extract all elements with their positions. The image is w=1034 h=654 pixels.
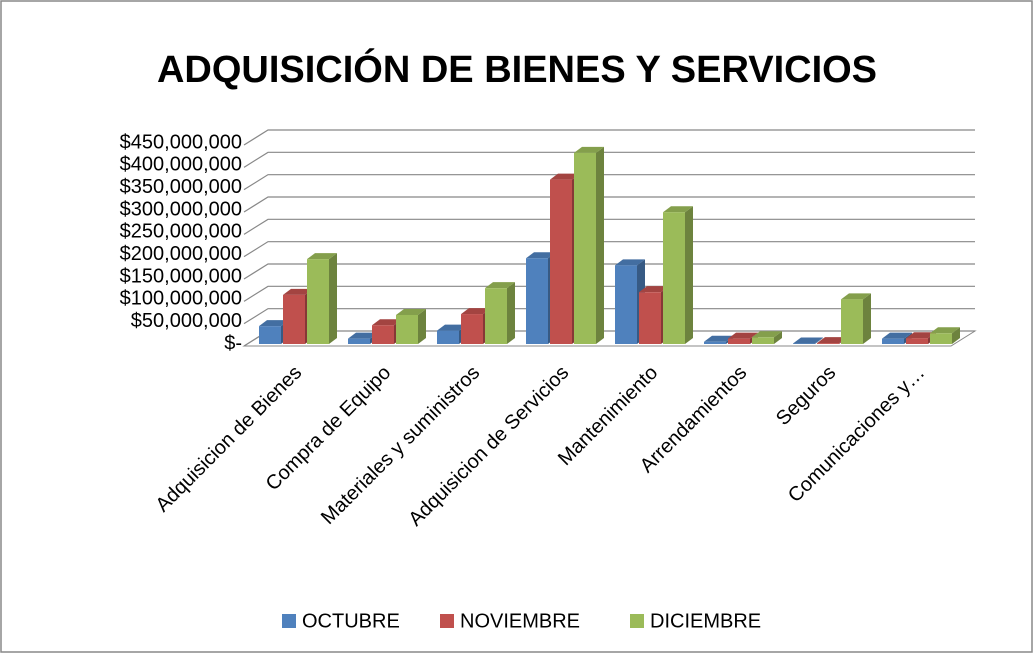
bar-side — [596, 146, 604, 344]
bar-front — [930, 333, 952, 344]
bar-front — [574, 152, 596, 344]
bar-front — [817, 343, 839, 344]
grid-line — [243, 263, 975, 280]
bar-top — [817, 337, 847, 344]
y-tick-label: $250,000,000 — [120, 221, 242, 243]
bar — [396, 308, 426, 344]
bar-front — [437, 330, 459, 344]
bar-top — [728, 332, 758, 339]
bar-top — [906, 332, 936, 339]
bar — [485, 282, 515, 344]
bar — [574, 146, 604, 344]
bar-front — [550, 179, 572, 344]
grid-line — [243, 174, 975, 191]
bar-top — [550, 173, 580, 180]
y-tick-label: $- — [224, 332, 242, 354]
legend-swatch — [440, 614, 454, 628]
bar-front — [882, 338, 904, 344]
legend-label: OCTUBRE — [302, 610, 400, 632]
bar-top — [372, 319, 402, 326]
bar-top — [841, 293, 871, 300]
bar-front — [752, 337, 774, 344]
bar-top — [485, 282, 515, 289]
y-tick-label: $350,000,000 — [120, 176, 242, 198]
bar — [663, 206, 693, 344]
bar — [752, 331, 782, 344]
bar-top — [461, 308, 491, 315]
y-tick-label: $200,000,000 — [120, 243, 242, 265]
grid-line — [243, 196, 975, 213]
bar-top — [704, 335, 734, 342]
bar-top — [437, 324, 467, 331]
bar-front — [728, 338, 750, 344]
y-tick-label: $100,000,000 — [120, 288, 242, 310]
bar-side — [952, 327, 960, 344]
bar-front — [348, 338, 370, 344]
bar-top — [283, 288, 313, 295]
bar-front — [259, 326, 281, 344]
bar-top — [793, 337, 823, 344]
bar-side — [329, 253, 337, 344]
bar-top — [882, 332, 912, 339]
bar-front — [704, 341, 726, 344]
y-tick-label: $300,000,000 — [120, 198, 242, 220]
bar-top — [259, 320, 289, 327]
bar-top — [930, 327, 960, 334]
bar — [841, 293, 871, 344]
y-tick-label: $450,000,000 — [120, 131, 242, 153]
bar-front — [485, 288, 507, 344]
bar-top — [307, 253, 337, 260]
bar-front — [906, 338, 928, 344]
bar-front — [396, 314, 418, 344]
bar-top — [348, 332, 378, 339]
y-tick-label: $150,000,000 — [120, 265, 242, 287]
bar-top — [396, 308, 426, 315]
bar-front — [307, 259, 329, 344]
y-tick-label: $400,000,000 — [120, 154, 242, 176]
bar — [930, 327, 960, 344]
bar — [793, 337, 823, 344]
legend-swatch — [630, 614, 644, 628]
bar-front — [283, 294, 305, 344]
legend-swatch — [282, 614, 296, 628]
grid-line — [243, 151, 975, 168]
bar-top — [752, 331, 782, 338]
bar-top — [615, 259, 645, 266]
bar-front — [526, 258, 548, 344]
bar-top — [639, 286, 669, 293]
grid-line — [243, 241, 975, 258]
bar-front — [615, 265, 637, 344]
bar-top — [663, 206, 693, 213]
legend-label: NOVIEMBRE — [460, 610, 580, 632]
grid-line — [243, 285, 975, 302]
chart-title: ADQUISICIÓN DE BIENES Y SERVICIOS — [157, 47, 877, 91]
bar-side — [815, 337, 823, 344]
bar-side — [418, 308, 426, 344]
grid-line — [243, 129, 975, 146]
bar-front — [639, 292, 661, 344]
bar-front — [372, 325, 394, 344]
bar-side — [685, 206, 693, 344]
grid-line — [243, 218, 975, 235]
bar-side — [863, 293, 871, 344]
grid-line — [243, 308, 975, 325]
bar-top — [526, 252, 556, 259]
legend-label: DICIEMBRE — [650, 610, 761, 632]
bar-side — [774, 331, 782, 344]
bar-front — [663, 212, 685, 344]
bar — [307, 253, 337, 344]
bar-top — [574, 146, 604, 153]
bar-side — [507, 282, 515, 344]
bar-front — [841, 299, 863, 344]
y-tick-label: $50,000,000 — [131, 310, 242, 332]
bar-front — [461, 314, 483, 344]
